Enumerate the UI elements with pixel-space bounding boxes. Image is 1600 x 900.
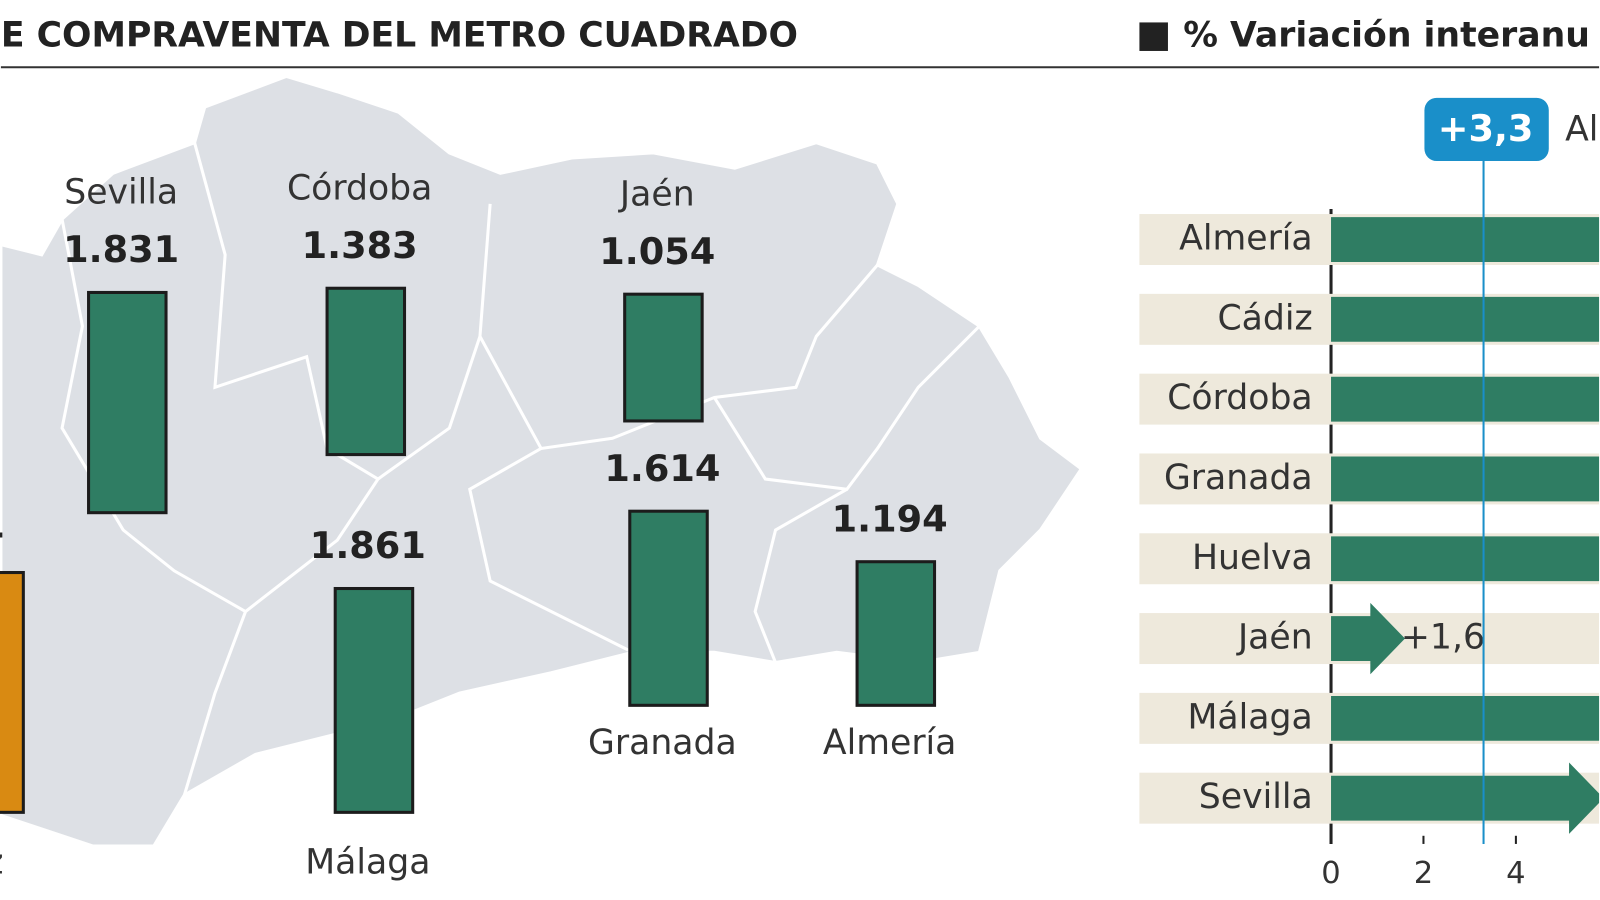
reference-label: +3,3 — [1438, 107, 1534, 150]
bar — [1331, 296, 1600, 342]
region-label: Almería — [823, 723, 956, 763]
category-label: Málaga — [1187, 697, 1312, 737]
category-label: Sevilla — [1199, 777, 1313, 817]
map-bar — [628, 509, 709, 707]
value-label: 1.194 — [832, 497, 948, 540]
category-label: Almería — [1179, 219, 1312, 259]
bar — [1331, 695, 1600, 741]
region-label: Córdoba — [287, 168, 432, 208]
value-label: +1,6 — [1401, 618, 1485, 658]
x-tick-label: 4 — [1506, 856, 1525, 891]
legend-swatch — [1139, 22, 1168, 51]
bar — [1331, 456, 1600, 502]
map-bar — [333, 586, 415, 814]
map-bar — [87, 290, 168, 515]
reference-note: Al — [1565, 109, 1598, 149]
reference-badge — [1424, 97, 1549, 162]
region-label: Granada — [588, 723, 737, 763]
region-label: Jaén — [618, 174, 695, 214]
bar — [1331, 376, 1600, 422]
legend-label: % Variación interanu — [1183, 16, 1590, 56]
title: E COMPRAVENTA DEL METRO CUADRADO — [1, 16, 798, 56]
bar — [1331, 762, 1600, 834]
category-label: Córdoba — [1167, 378, 1312, 418]
bar — [1331, 602, 1405, 675]
category-label: Huelva — [1192, 538, 1313, 578]
map-bar — [0, 570, 25, 814]
region-label: diz — [0, 842, 3, 882]
region-label: Málaga — [305, 842, 430, 882]
bar — [1331, 536, 1600, 582]
map-bar — [623, 292, 704, 423]
bar-group — [1139, 214, 1600, 834]
value-label: 1.831 — [63, 228, 179, 271]
bar — [1331, 217, 1600, 262]
value-label: 1.614 — [604, 447, 720, 490]
map-bar — [855, 560, 937, 707]
x-tick-label: 0 — [1321, 856, 1340, 891]
value-label: 1.861 — [310, 524, 426, 567]
value-label: 1.054 — [599, 230, 715, 273]
value-label: 94 — [0, 508, 4, 551]
category-label: Jaén — [1236, 618, 1313, 658]
category-label: Cádiz — [1217, 298, 1312, 338]
region-label: Sevilla — [64, 173, 178, 213]
category-label: Granada — [1164, 458, 1313, 498]
map-bar — [325, 286, 407, 457]
map — [0, 74, 1084, 848]
x-tick-label: 2 — [1414, 856, 1433, 891]
value-label: 1.383 — [302, 224, 418, 267]
